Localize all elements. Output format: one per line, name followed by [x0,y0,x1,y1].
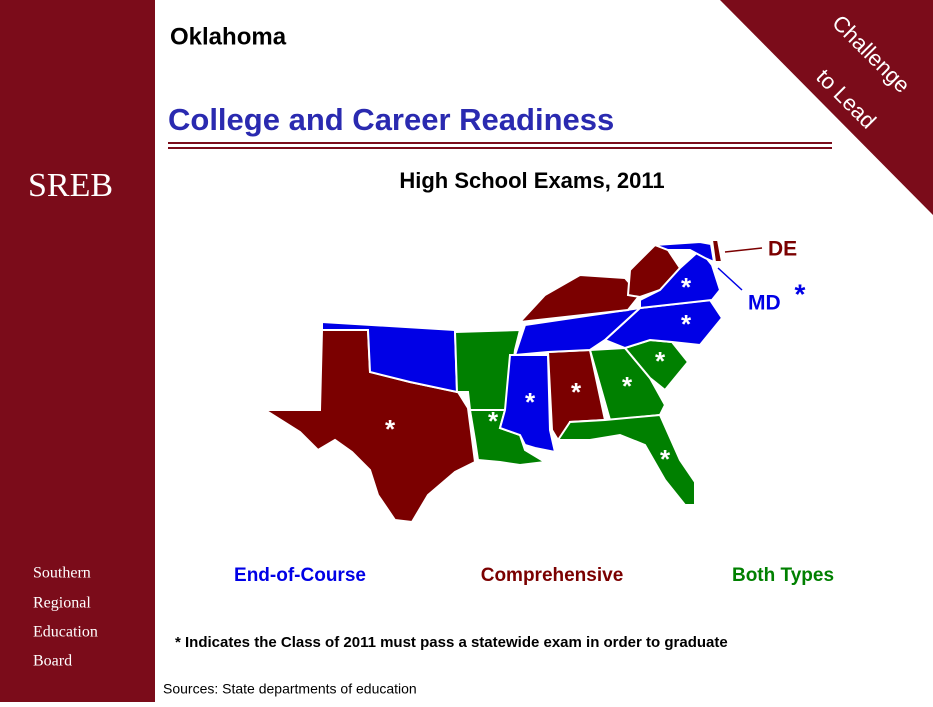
title: College and Career Readiness [168,102,614,137]
state [556,413,696,506]
state-mark: * [622,371,633,401]
state-mark: * [660,444,671,474]
callout-line [717,267,743,291]
legend-label: Comprehensive [481,565,624,586]
callout-line [724,247,763,253]
org-line: Education [33,624,98,641]
legend: End-of-Course Comprehensive Both Types [234,565,834,586]
state [498,354,557,454]
state [517,273,642,324]
state-name: Oklahoma [170,23,287,50]
legend-label: Both Types [732,565,834,586]
logo: SREB [28,167,113,204]
subtitle: High School Exams, 2011 [399,168,664,193]
sidebar [0,0,155,702]
callout-label: DE [768,238,797,261]
state-mark: * [571,377,582,407]
state [513,306,644,357]
state [626,243,682,299]
state-mark: * [488,406,499,436]
state-mark: * [655,346,666,376]
org-line: Southern [33,565,91,582]
footnote: * Indicates the Class of 2011 must pass … [175,634,728,651]
state-mark: * [681,309,692,339]
corner-banner [720,0,933,215]
org-line: Regional [33,595,91,612]
callout-label: MD [748,292,781,315]
org-line: Board [33,653,72,670]
sources: Sources: State departments of education [163,681,417,697]
callout-mark: * [795,278,806,309]
state-mark: * [385,414,396,444]
legend-label: End-of-Course [234,565,366,586]
state-mark: * [681,272,692,302]
state [654,240,716,264]
state-mark: * [525,387,536,417]
state [639,248,722,310]
map: * * * * * * * * * DE MD * [261,238,806,524]
state [710,239,724,263]
